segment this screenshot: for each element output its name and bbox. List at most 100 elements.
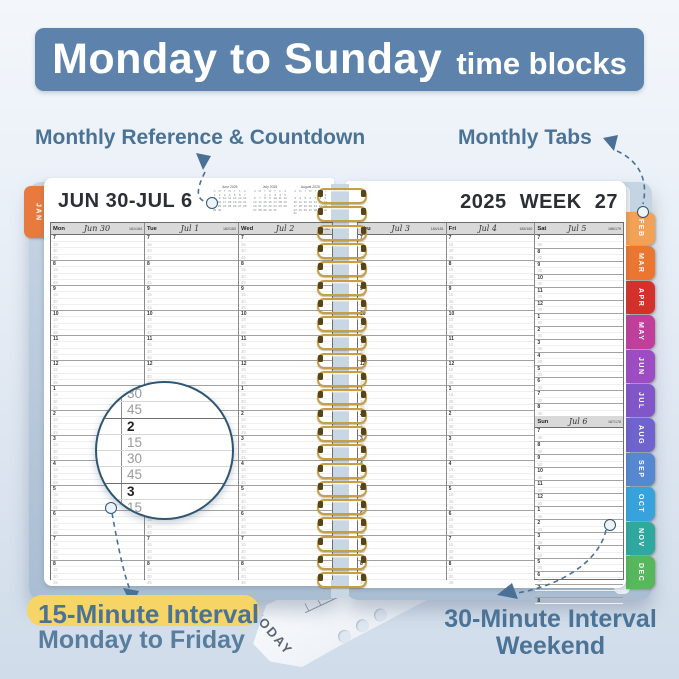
month-tab-aug[interactable]: AUG (626, 418, 655, 452)
mini-calendar-title: July 2025 (262, 185, 278, 189)
day-date: Jul 3 (391, 224, 410, 233)
subdivision-row: 30 (446, 422, 535, 429)
month-tab-jun[interactable]: JUN (626, 349, 655, 383)
subdivision-row: 15 (446, 416, 535, 422)
mini-cal-day: 28 (243, 203, 247, 208)
hour-row: 8 (535, 596, 624, 603)
mini-cal-day: 3 (274, 192, 276, 197)
hour-row: 6 (51, 510, 144, 516)
label-weekend: Weekend (495, 632, 606, 660)
hour-block: 8 30 (535, 441, 624, 454)
subdivision-row: 15 (446, 441, 535, 447)
spiral-loop (317, 480, 367, 497)
mini-cal-day: 6 (254, 196, 256, 201)
spiral-knot-left (318, 464, 323, 472)
subdivision-row: 45 (239, 453, 332, 460)
spiral-knot-left (318, 446, 323, 454)
subdivision-row: 15 (51, 541, 144, 547)
mini-cal-day: 8 (264, 196, 266, 201)
magnifier-anchor-dot (105, 502, 117, 514)
magnifier-circle: 30 45 2 15 30 45 3 15 (95, 381, 234, 520)
month-tab-may[interactable]: MAY (626, 315, 655, 349)
subdivision-row: 30 (51, 522, 144, 529)
month-tab-nov[interactable]: NOV (626, 521, 655, 555)
spiral-knot-left (318, 574, 323, 582)
month-tab-label: JUL (637, 391, 644, 410)
hour-block: 3 30 (535, 532, 624, 545)
month-tab-jul[interactable]: JUL (626, 384, 655, 418)
subdivision-row: 30 (535, 603, 624, 609)
subdivision-row: 15 (446, 516, 535, 522)
spiral-loop (317, 261, 367, 278)
month-tab-sep[interactable]: SEP (626, 452, 655, 487)
subdivision-row: 30 (535, 409, 624, 416)
subdivision-row: 30 (446, 472, 535, 479)
spiral-knot-right (361, 482, 366, 490)
month-tab-oct[interactable]: OCT (626, 487, 655, 521)
hour-block: 1 30 (535, 506, 624, 519)
mini-cal-dow: S (253, 188, 256, 193)
subdivision-row: 30 (535, 460, 624, 467)
subdivision-row: 45 (145, 528, 238, 535)
subdivision-row: 30 (358, 522, 446, 529)
hour-row: 11 (239, 335, 332, 341)
subdivision-row: 30 (446, 397, 535, 404)
spiral-knot-left (318, 409, 323, 417)
hour-row: 1 (535, 312, 624, 319)
day-date: Jun 30 (83, 224, 111, 233)
mini-cal-day: 21 (243, 200, 247, 205)
hour-block: 11 30 (535, 480, 624, 493)
subdivision-row: 45 (145, 278, 238, 285)
hour-row: 7 (446, 535, 535, 541)
subdivision-row: 45 (446, 578, 535, 585)
subdivision-row: 45 (145, 328, 238, 335)
mini-cal-dow: T (223, 188, 226, 193)
hour-row: 7 (53, 235, 56, 241)
hour-block: 9 30 (535, 260, 624, 274)
subdivision-row: 45 (51, 403, 144, 410)
hour-row: 10 (51, 310, 144, 316)
label-monthly-tabs: Monthly Tabs (458, 126, 592, 149)
hour-row: 5 (535, 364, 624, 371)
mini-cal-day: 10 (293, 200, 297, 205)
mini-cal-day: 20 (253, 203, 257, 208)
mini-cal-day: 4 (299, 196, 302, 201)
mini-cal-day: 18 (278, 200, 282, 205)
mini-cal-day: 25 (298, 207, 302, 212)
subdivision-row: 15 (446, 466, 535, 472)
subdivision-row: 30 (239, 322, 332, 329)
subdivision-row: 15 (446, 316, 535, 322)
month-tab-dec[interactable]: DEC (626, 556, 655, 590)
month-tab-apr[interactable]: APR (626, 280, 655, 315)
day-column-header: Mon Jun 30 181/184 (51, 223, 144, 235)
mini-cal-day: 20 (238, 200, 242, 205)
arrowhead-tabs (603, 135, 618, 151)
subdivision-row: 45 (446, 503, 535, 510)
spiral-knot-left (318, 299, 323, 307)
hour-row: 9 (239, 285, 332, 291)
subdivision-row: 15 (239, 240, 332, 248)
mini-cal-day: 13 (253, 200, 257, 205)
subdivision-row: 30 (51, 547, 144, 554)
hour-row: 9 (446, 285, 535, 291)
subdivision-row: 15 (446, 491, 535, 497)
hour-row: 1 (358, 385, 446, 391)
subdivision-row: 30 (145, 572, 238, 579)
subdivision-row: 30 (446, 322, 535, 329)
hour-row: 12 (535, 299, 624, 306)
subdivision-row: 30 (239, 522, 332, 529)
mini-cal-day: 6 (309, 196, 312, 201)
hour-block: 8 30 (535, 403, 624, 416)
month-tab-mar[interactable]: MAR (626, 246, 655, 280)
subdivision-row: 30 (145, 522, 238, 529)
magnified-time-row: 30 (127, 386, 143, 402)
